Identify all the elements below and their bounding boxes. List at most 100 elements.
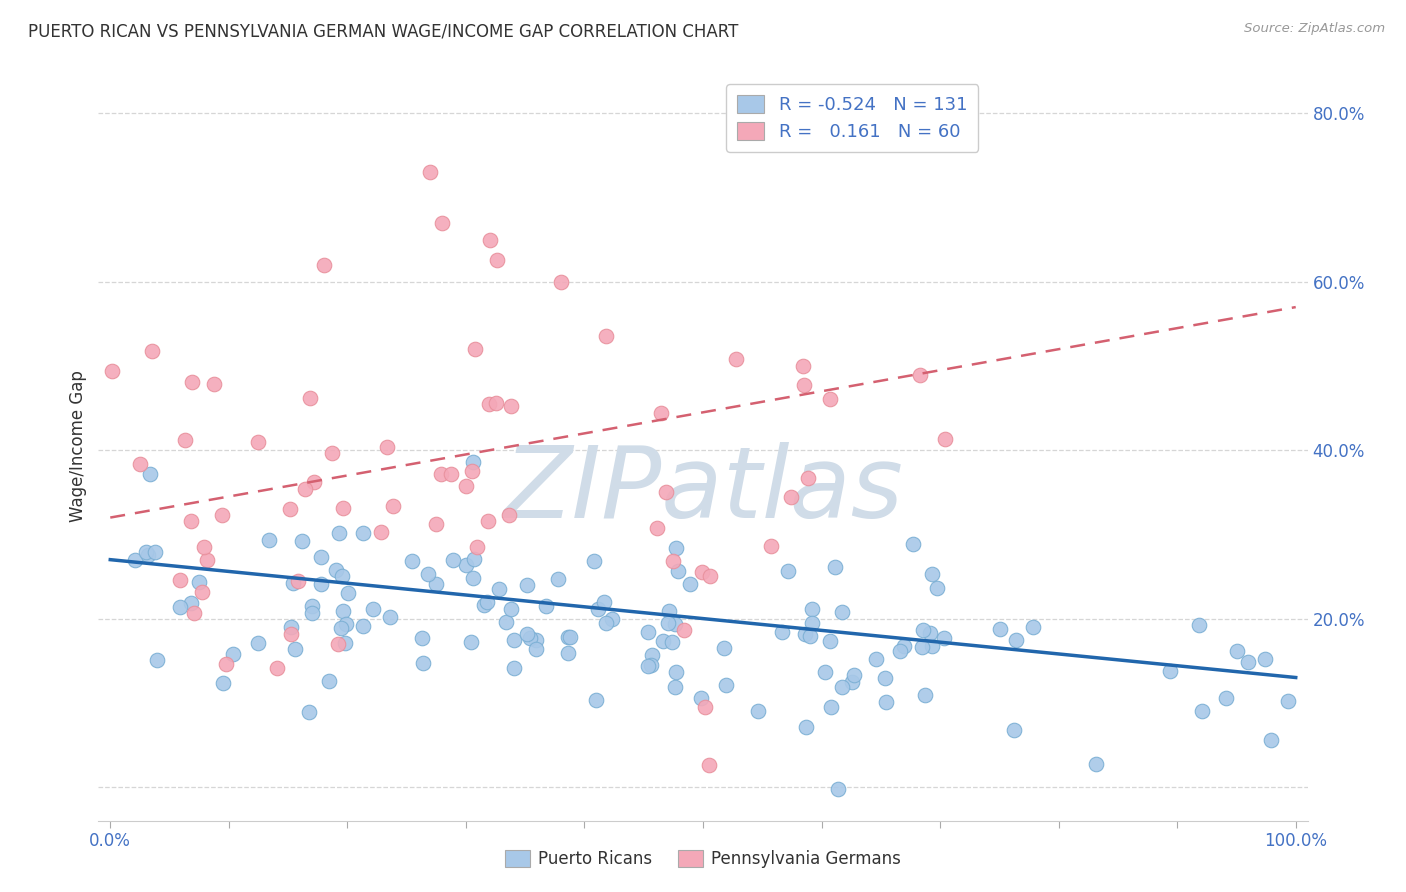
Point	[650, 406, 672, 420]
Point	[794, 720, 817, 734]
Point	[460, 635, 482, 649]
Point	[586, 602, 609, 616]
Point	[169, 574, 191, 588]
Point	[893, 639, 915, 653]
Point	[302, 475, 325, 490]
Point	[332, 501, 354, 516]
Point	[215, 657, 238, 672]
Point	[841, 675, 863, 690]
Point	[464, 342, 486, 356]
Point	[1188, 618, 1211, 632]
Point	[657, 604, 679, 618]
Point	[486, 253, 509, 268]
Point	[697, 758, 720, 772]
Point	[693, 699, 716, 714]
Point	[301, 606, 323, 620]
Point	[637, 625, 659, 640]
Point	[761, 539, 783, 553]
Point	[187, 575, 209, 590]
Point	[180, 376, 202, 390]
Point	[661, 554, 683, 568]
Point	[298, 705, 321, 719]
Point	[246, 636, 269, 650]
Point	[654, 485, 676, 500]
Point	[661, 634, 683, 648]
Point	[652, 634, 675, 648]
Point	[558, 630, 581, 644]
Point	[799, 630, 821, 644]
Point	[418, 566, 440, 581]
Point	[666, 564, 689, 578]
Point	[1159, 665, 1181, 679]
Point	[287, 574, 309, 589]
Point	[794, 627, 817, 641]
Point	[495, 615, 517, 629]
Point	[912, 623, 935, 637]
Point	[281, 575, 304, 590]
Point	[135, 545, 157, 559]
Point	[519, 631, 541, 645]
Point	[501, 400, 523, 414]
Point	[463, 552, 485, 566]
Point	[183, 606, 205, 620]
Point	[211, 508, 233, 522]
Point	[330, 568, 353, 582]
Point	[673, 623, 696, 637]
Point	[294, 483, 316, 497]
Point	[679, 576, 702, 591]
Point	[901, 537, 924, 551]
Point	[280, 620, 302, 634]
Text: ZIPatlas: ZIPatlas	[503, 442, 903, 540]
Point	[550, 275, 572, 289]
Point	[440, 467, 463, 482]
Point	[425, 516, 447, 531]
Point	[865, 652, 887, 666]
Point	[593, 595, 616, 609]
Point	[463, 571, 485, 585]
Point	[381, 499, 404, 513]
Point	[430, 467, 453, 481]
Point	[640, 658, 662, 673]
Point	[516, 578, 538, 592]
Point	[793, 378, 815, 392]
Point	[801, 601, 824, 615]
Point	[827, 781, 849, 796]
Point	[516, 626, 538, 640]
Legend: Puerto Ricans, Pennsylvania Germans: Puerto Ricans, Pennsylvania Germans	[499, 843, 907, 875]
Point	[478, 397, 501, 411]
Point	[257, 533, 280, 547]
Point	[831, 605, 853, 619]
Point	[465, 541, 488, 555]
Point	[665, 541, 688, 555]
Point	[1002, 723, 1025, 737]
Point	[443, 553, 465, 567]
Point	[818, 392, 841, 407]
Point	[318, 674, 340, 689]
Point	[770, 624, 793, 639]
Point	[180, 596, 202, 610]
Point	[792, 359, 814, 373]
Point	[456, 558, 478, 573]
Point	[332, 604, 354, 618]
Point	[169, 600, 191, 615]
Point	[875, 695, 897, 709]
Point	[813, 665, 835, 680]
Point	[326, 637, 349, 651]
Point	[524, 633, 547, 648]
Point	[191, 584, 214, 599]
Point	[776, 564, 799, 578]
Point	[820, 700, 842, 714]
Point	[716, 678, 738, 692]
Point	[146, 652, 169, 666]
Point	[478, 233, 501, 247]
Point	[101, 364, 124, 378]
Point	[139, 467, 162, 481]
Point	[195, 553, 218, 567]
Point	[875, 671, 897, 685]
Point	[908, 368, 931, 383]
Point	[918, 626, 941, 640]
Point	[380, 609, 402, 624]
Text: Source: ZipAtlas.com: Source: ZipAtlas.com	[1244, 22, 1385, 36]
Point	[301, 599, 323, 613]
Point	[779, 490, 801, 504]
